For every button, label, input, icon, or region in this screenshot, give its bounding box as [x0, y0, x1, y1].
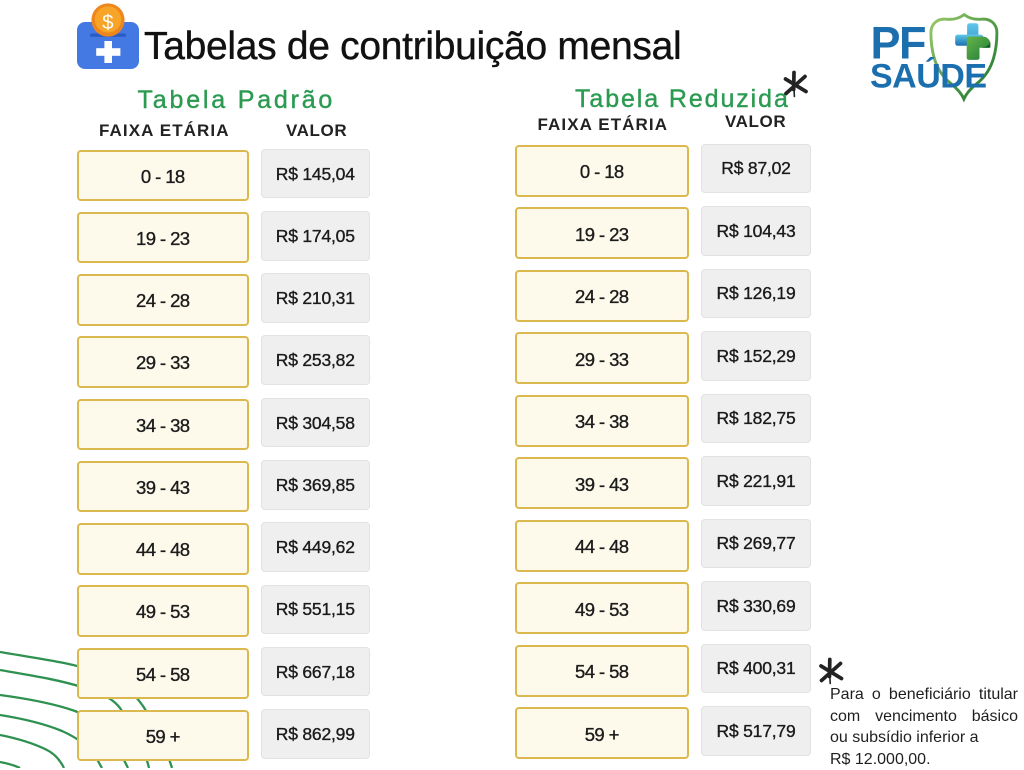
- svg-text:SAÚDE: SAÚDE: [870, 58, 987, 96]
- svg-text:PF: PF: [870, 17, 925, 68]
- svg-text:$: $: [102, 11, 114, 34]
